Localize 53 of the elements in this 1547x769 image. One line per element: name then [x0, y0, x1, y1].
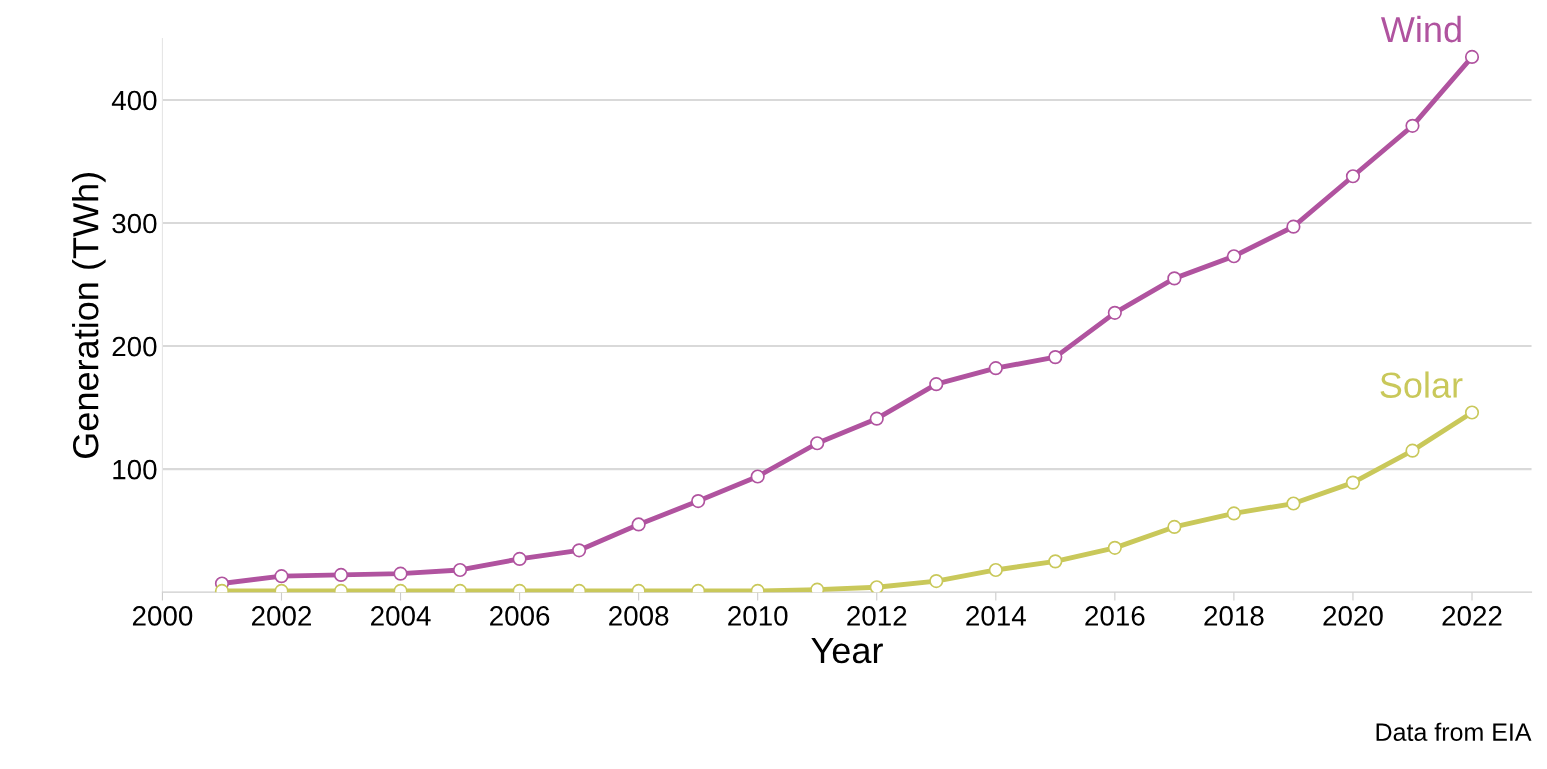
point — [929, 573, 944, 589]
y-axis-title: Generation (TWh) — [72, 173, 106, 458]
x-tick-label: 2022 — [1442, 606, 1502, 626]
text: Data from EIA — [1376, 722, 1532, 741]
x-tick-label: 2016 — [1085, 606, 1145, 626]
point — [1226, 506, 1241, 521]
point — [1345, 475, 1361, 490]
point — [1167, 271, 1182, 286]
point — [1048, 554, 1063, 569]
point — [988, 562, 1003, 578]
point — [869, 580, 884, 593]
point — [572, 543, 587, 558]
point — [1048, 350, 1063, 365]
point — [1167, 519, 1182, 535]
point — [274, 569, 289, 584]
point — [1286, 496, 1301, 511]
point — [333, 567, 349, 582]
x-axis-title: Year — [811, 638, 883, 664]
x-tick-label: 2008 — [609, 606, 669, 626]
x-tick-label: 2000 — [132, 606, 193, 626]
point — [1107, 305, 1122, 320]
point — [1405, 118, 1420, 133]
point — [929, 377, 944, 392]
series-label: Solar — [1380, 371, 1463, 398]
x-tick-label: 2020 — [1323, 606, 1383, 626]
x-tick-label: 2010 — [728, 606, 788, 626]
point — [988, 361, 1003, 376]
point — [1405, 443, 1420, 458]
y-tick-label: 200 — [112, 336, 157, 357]
y-tick-label: 300 — [112, 213, 157, 234]
y-tick-label: 100 — [113, 459, 157, 480]
x-tick-label: 2006 — [490, 606, 550, 626]
point — [1226, 249, 1241, 264]
series-label: Wind — [1380, 15, 1461, 43]
x-tick-label: 2002 — [251, 606, 311, 626]
x-tick-label: 2012 — [847, 606, 907, 626]
point — [1107, 540, 1122, 555]
point — [1286, 219, 1301, 234]
y-tick-label: 400 — [111, 90, 157, 111]
point — [869, 411, 884, 426]
point — [631, 517, 646, 532]
point — [810, 436, 825, 451]
x-tick-label: 2004 — [371, 606, 431, 626]
x-tick-label: 2014 — [966, 606, 1026, 626]
point — [1464, 405, 1480, 420]
point — [512, 551, 527, 566]
point — [1464, 49, 1480, 64]
point — [393, 566, 408, 581]
point — [750, 469, 765, 484]
x-tick-label: 2018 — [1204, 606, 1264, 626]
point — [691, 493, 706, 509]
point — [452, 562, 468, 578]
point — [1345, 169, 1361, 184]
